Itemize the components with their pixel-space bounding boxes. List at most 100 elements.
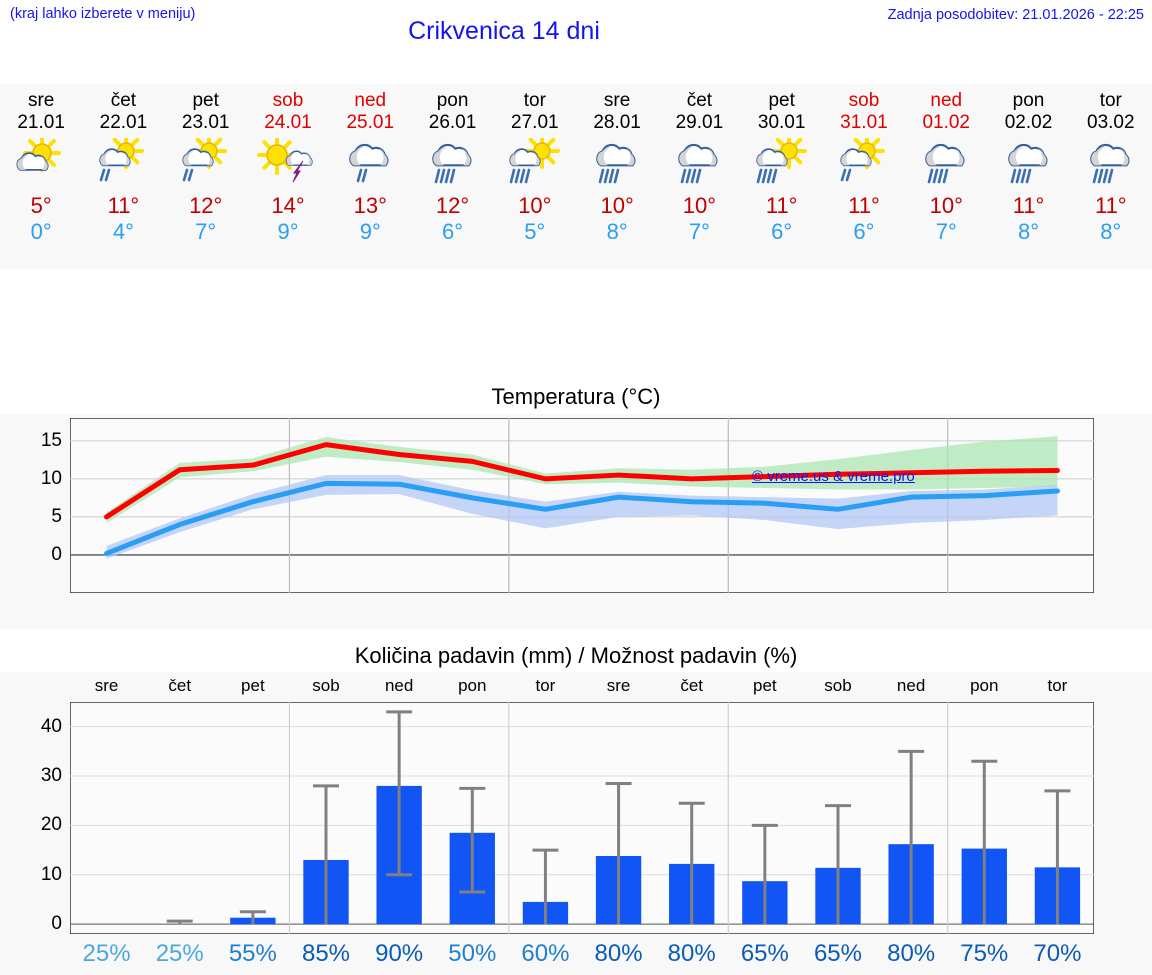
day-min-temp: 8° <box>1100 219 1122 244</box>
temperature-title-bar: Temperatura (°C) <box>0 380 1152 414</box>
precipitation-probability-label: 25% <box>155 940 204 967</box>
temperature-y-tick: 10 <box>40 467 62 489</box>
section-spacer <box>0 270 1152 380</box>
forecast-day-column[interactable]: ned 25.01 13° 9° <box>329 84 411 270</box>
precipitation-chart-panel: Količina padavin (mm) / Možnost padavin … <box>0 640 1152 975</box>
forecast-day-strip: sre 21.01 5° 0° čet 22.01 11° 4° pet 23.01 12° 7° so… <box>0 84 1152 270</box>
day-name: ned <box>930 90 963 111</box>
forecast-day-column[interactable]: ned 01.02 10° 7° <box>905 84 987 270</box>
day-max-temp: 11° <box>107 193 140 218</box>
heavy-rain-cloud-icon <box>663 136 735 192</box>
precipitation-error-bar <box>971 759 998 925</box>
day-min-temp: 7° <box>688 219 710 244</box>
precipitation-error-bar <box>532 848 559 925</box>
copyright-watermark[interactable]: © vreme.us & vreme.pro <box>752 468 915 485</box>
precipitation-error-bar <box>386 710 413 877</box>
precipitation-plot-area <box>69 701 1095 935</box>
sun-behind-rain-cloud-icon <box>828 136 900 192</box>
precipitation-day-label: pon <box>458 676 487 695</box>
day-min-temp: 9° <box>277 219 299 244</box>
day-max-temp: 10° <box>518 193 552 218</box>
forecast-day-column[interactable]: pet 23.01 12° 7° <box>165 84 247 270</box>
precipitation-probability-label: 55% <box>228 940 277 967</box>
temperature-y-tick: 5 <box>51 505 62 527</box>
heavy-rain-cloud-icon <box>581 136 653 192</box>
temperature-series-0 <box>104 442 1060 520</box>
precipitation-probability-label: 65% <box>740 940 789 967</box>
precipitation-error-bar <box>751 823 778 925</box>
precipitation-probability-label: 85% <box>301 940 351 967</box>
day-min-temp: 9° <box>359 219 381 244</box>
forecast-day-column[interactable]: tor 03.02 11° 8° <box>1070 84 1152 270</box>
precipitation-day-label: čet <box>168 676 192 695</box>
precipitation-day-label: ned <box>896 676 926 695</box>
forecast-day-column[interactable]: čet 22.01 11° 4° <box>82 84 164 270</box>
day-max-temp: 10° <box>682 193 717 218</box>
precipitation-y-axis: 0 10 20 30 40 <box>0 702 62 934</box>
forecast-day-column[interactable]: sre 21.01 5° 0° <box>0 84 82 270</box>
heavy-rain-cloud-icon <box>910 136 982 192</box>
precipitation-probability-label: 70% <box>1033 940 1082 967</box>
precipitation-error-bar <box>239 910 266 925</box>
precipitation-y-tick: 40 <box>40 715 62 737</box>
day-max-temp: 13° <box>353 193 387 218</box>
heavy-rain-cloud-icon <box>1075 136 1147 192</box>
sun-behind-heavy-rain-icon <box>499 136 571 192</box>
day-min-temp: 4° <box>112 219 134 244</box>
precipitation-y-tick: 30 <box>40 765 62 787</box>
day-name: ned <box>354 90 387 111</box>
forecast-day-column[interactable]: pet 30.01 11° 6° <box>741 84 823 270</box>
precipitation-probability-label: 80% <box>887 940 936 967</box>
precipitation-day-label: sre <box>94 676 119 695</box>
day-max-temp: 10° <box>929 193 963 218</box>
day-date: 30.01 <box>757 112 806 133</box>
precipitation-day-label: tor <box>1047 676 1068 695</box>
precipitation-probability-label: 80% <box>667 940 716 967</box>
precipitation-day-label: pet <box>241 676 265 695</box>
precipitation-day-label: ned <box>384 676 414 695</box>
precipitation-probability-label: 75% <box>960 940 1009 967</box>
last-updated-label: Zadnja posodobitev: 21.01.2026 - 22:25 <box>887 7 1144 23</box>
precipitation-day-label: sre <box>606 676 631 695</box>
temperature-chart-panel: Temperatura (°C) 0 5 10 15 <box>0 380 1152 630</box>
day-name: tor <box>1099 90 1122 111</box>
day-date: 01.02 <box>922 112 970 133</box>
precipitation-probability-row: 25% 25% 55% 85% 90% 50% 60% 80% 80% 65% 65% 80% 75% 7… <box>70 936 1094 972</box>
forecast-day-column[interactable]: čet 29.01 10° 7° <box>658 84 740 270</box>
page-title: Crikvenica 14 dni <box>408 17 600 45</box>
temperature-y-tick: 15 <box>40 429 62 451</box>
forecast-day-column[interactable]: pon 02.02 11° 8° <box>987 84 1069 270</box>
day-max-temp: 11° <box>1094 193 1127 218</box>
day-max-temp: 5° <box>30 193 52 218</box>
precipitation-probability-label: 80% <box>594 940 643 967</box>
day-date: 27.01 <box>511 112 559 133</box>
day-date: 21.01 <box>17 112 65 133</box>
forecast-day-column[interactable]: sob 24.01 14° 9° <box>247 84 329 270</box>
precipitation-error-bar <box>313 784 339 925</box>
location-menu-note: (kraj lahko izberete v meniju) <box>10 6 196 22</box>
precipitation-y-tick: 10 <box>40 863 62 885</box>
forecast-day-column[interactable]: sre 28.01 10° 8° <box>576 84 658 270</box>
precipitation-error-bar <box>1044 789 1071 925</box>
heavy-rain-cloud-icon <box>417 136 489 192</box>
forecast-day-column[interactable]: pon 26.01 12° 6° <box>411 84 493 270</box>
day-min-temp: 6° <box>853 219 875 244</box>
precipitation-bar-chart <box>69 701 1095 935</box>
precipitation-day-label: pon <box>970 676 999 695</box>
temperature-range-band-0 <box>106 436 1058 523</box>
day-min-temp: 0° <box>30 219 52 244</box>
day-max-temp: 12° <box>189 193 223 218</box>
day-date: 29.01 <box>675 112 724 133</box>
precipitation-chart-title: Količina padavin (mm) / Možnost padavin … <box>354 643 798 668</box>
sun-behind-rain-cloud-icon <box>87 136 159 192</box>
day-min-temp: 7° <box>935 219 957 244</box>
day-name: pon <box>436 90 469 111</box>
day-name: pet <box>192 90 219 111</box>
precipitation-probability-label: 90% <box>375 940 424 967</box>
day-min-temp: 6° <box>442 219 464 244</box>
forecast-day-column[interactable]: tor 27.01 10° 5° <box>494 84 576 270</box>
forecast-day-column[interactable]: sob 31.01 11° 6° <box>823 84 905 270</box>
temperature-series-1 <box>104 480 1060 556</box>
day-name: sob <box>272 90 304 111</box>
precipitation-error-bar <box>605 781 632 925</box>
